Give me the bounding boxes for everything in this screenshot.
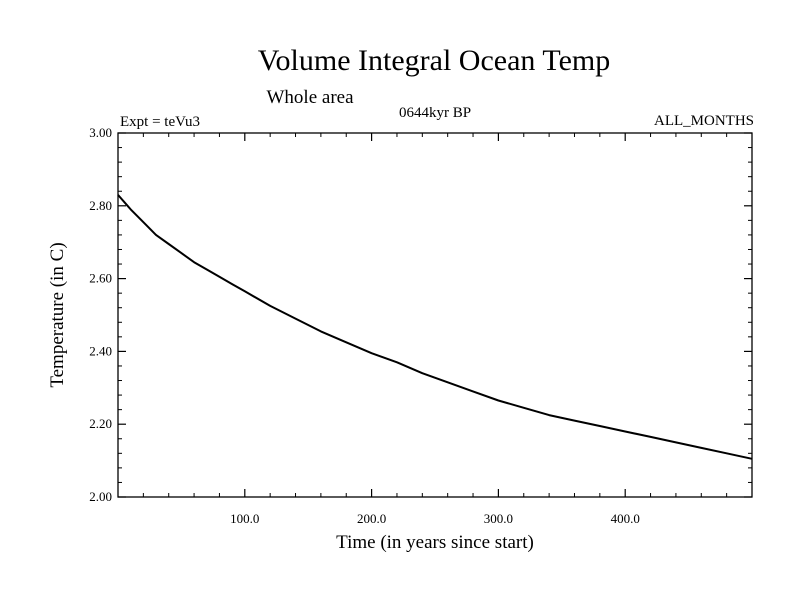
x-tick-label: 300.0 — [484, 511, 513, 526]
x-axis-tick-labels: 100.0 200.0 300.0 400.0 — [230, 511, 640, 526]
series-line-temperature — [117, 194, 753, 460]
x-axis-label: Time (in years since start) — [336, 532, 534, 553]
chart-title: Volume Integral Ocean Temp — [258, 44, 611, 77]
y-axis-tick-labels: 2.00 2.20 2.40 2.60 2.80 3.00 — [89, 125, 112, 504]
y-tick-label: 2.40 — [89, 343, 112, 358]
y-tick-label: 2.00 — [89, 489, 112, 504]
y-tick-label: 2.20 — [89, 416, 112, 431]
y-axis-label: Temperature (in C) — [47, 242, 68, 387]
x-axis-ticks — [142, 133, 728, 497]
chart-subtitle: Whole area — [266, 87, 354, 108]
y-axis-ticks — [118, 132, 752, 498]
y-tick-label: 2.60 — [89, 271, 112, 286]
experiment-label: Expt = teVu3 — [120, 114, 200, 130]
months-label: ALL_MONTHS — [654, 113, 754, 129]
x-tick-label: 200.0 — [357, 511, 386, 526]
x-tick-label: 400.0 — [611, 511, 640, 526]
plot-frame — [117, 132, 753, 498]
y-tick-label: 3.00 — [89, 125, 112, 140]
y-tick-label: 2.80 — [89, 198, 112, 213]
period-label: 0644kyr BP — [399, 105, 471, 121]
x-tick-label: 100.0 — [230, 511, 259, 526]
